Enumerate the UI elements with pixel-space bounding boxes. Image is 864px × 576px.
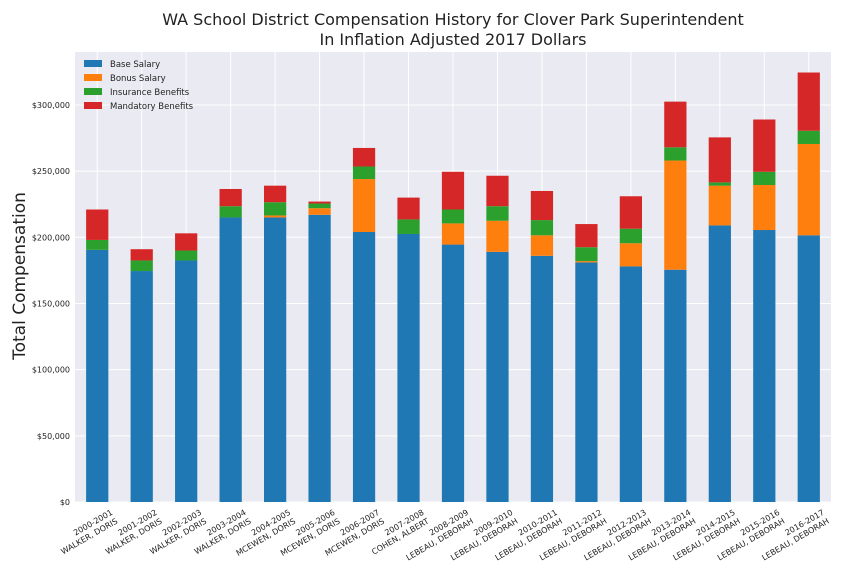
bar-base-salary <box>531 256 553 502</box>
bar-base-salary <box>486 252 508 502</box>
bar-bonus-salary <box>264 215 286 217</box>
bar-base-salary <box>798 235 820 502</box>
bar-base-salary <box>664 270 686 502</box>
bar-mandatory-benefits <box>353 148 375 167</box>
legend-label: Insurance Benefits <box>110 88 190 98</box>
bar-bonus-salary <box>442 223 464 244</box>
bar-base-salary <box>86 250 108 502</box>
bar-insurance-benefits <box>531 220 553 235</box>
legend-label: Bonus Salary <box>110 74 166 84</box>
bar-insurance-benefits <box>575 247 597 261</box>
y-tick-label: $50,000 <box>37 432 70 441</box>
y-ticks: $0 $50,000 $100,000 $150,000 $200,000 $250,00… <box>32 101 70 507</box>
bar-base-salary <box>131 271 153 502</box>
bar-mandatory-benefits <box>175 233 197 250</box>
bar-insurance-benefits <box>220 206 242 217</box>
bar-mandatory-benefits <box>798 73 820 131</box>
bar-base-salary <box>709 225 731 502</box>
legend-swatch <box>84 88 102 95</box>
bar-base-salary <box>442 245 464 502</box>
bar-bonus-salary <box>531 235 553 256</box>
y-tick-label: $100,000 <box>32 366 70 375</box>
chart-title: WA School District Compensation History … <box>162 10 744 29</box>
bar-insurance-benefits <box>131 260 153 271</box>
y-tick-label: $150,000 <box>32 299 70 308</box>
bar-bonus-salary <box>709 186 731 226</box>
bar-mandatory-benefits <box>397 198 419 220</box>
bar-bonus-salary <box>664 161 686 270</box>
y-tick-label: $0 <box>60 498 70 507</box>
bar-mandatory-benefits <box>442 172 464 210</box>
bar-base-salary <box>753 230 775 502</box>
bar-insurance-benefits <box>442 210 464 224</box>
bar-base-salary <box>575 262 597 502</box>
legend-label: Mandatory Benefits <box>110 102 194 112</box>
bar-base-salary <box>308 215 330 502</box>
bar-insurance-benefits <box>308 204 330 209</box>
bar-insurance-benefits <box>709 182 731 185</box>
legend-swatch <box>84 74 102 81</box>
bar-mandatory-benefits <box>486 176 508 206</box>
bar-mandatory-benefits <box>308 202 330 204</box>
bar-bonus-salary <box>620 243 642 266</box>
bar-insurance-benefits <box>620 229 642 244</box>
legend-swatch <box>84 102 102 109</box>
y-tick-label: $200,000 <box>32 233 70 242</box>
chart-subtitle: In Inflation Adjusted 2017 Dollars <box>319 30 586 49</box>
bar-mandatory-benefits <box>86 210 108 240</box>
y-tick-label: $250,000 <box>32 167 70 176</box>
bar-insurance-benefits <box>486 206 508 221</box>
bar-bonus-salary <box>486 221 508 252</box>
bar-mandatory-benefits <box>264 186 286 203</box>
bar-mandatory-benefits <box>531 191 553 220</box>
y-tick-label: $300,000 <box>32 101 70 110</box>
bar-mandatory-benefits <box>575 224 597 247</box>
bar-insurance-benefits <box>353 166 375 179</box>
bar-insurance-benefits <box>664 147 686 160</box>
bar-base-salary <box>264 217 286 502</box>
bar-bonus-salary <box>798 144 820 235</box>
bar-insurance-benefits <box>397 219 419 234</box>
bar-base-salary <box>353 232 375 502</box>
bar-base-salary <box>397 234 419 502</box>
legend-swatch <box>84 60 102 67</box>
bar-bonus-salary <box>308 208 330 215</box>
bar-base-salary <box>175 260 197 502</box>
bar-bonus-salary <box>575 261 597 262</box>
bar-mandatory-benefits <box>220 189 242 206</box>
bar-mandatory-benefits <box>620 196 642 228</box>
bar-insurance-benefits <box>175 251 197 261</box>
bar-insurance-benefits <box>753 172 775 185</box>
bar-insurance-benefits <box>86 240 108 250</box>
bar-mandatory-benefits <box>709 137 731 182</box>
bar-base-salary <box>220 217 242 502</box>
bar-bonus-salary <box>753 185 775 230</box>
bar-mandatory-benefits <box>753 120 775 172</box>
bar-base-salary <box>620 266 642 502</box>
bar-mandatory-benefits <box>131 249 153 260</box>
bar-insurance-benefits <box>798 131 820 144</box>
legend-label: Base Salary <box>110 60 160 70</box>
y-axis-label: Total Compensation <box>10 192 30 361</box>
bar-bonus-salary <box>353 179 375 232</box>
bar-mandatory-benefits <box>664 102 686 148</box>
bar-insurance-benefits <box>264 202 286 215</box>
